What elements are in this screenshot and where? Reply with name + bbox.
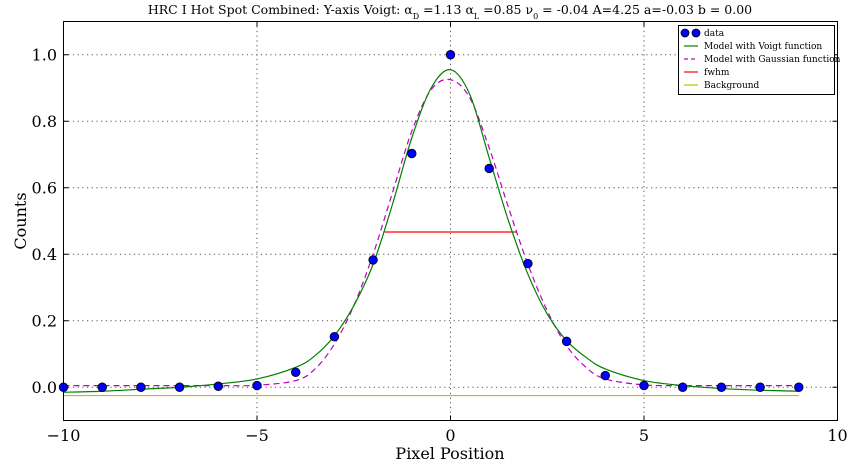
- y-tick-label: 0.2: [32, 311, 57, 330]
- series-model-with-voigt-function: [63, 69, 799, 393]
- x-tick-label: 10: [827, 426, 847, 445]
- data-point: [291, 367, 301, 377]
- data-point: [213, 381, 224, 391]
- x-tick-label: −10: [47, 426, 81, 445]
- data-point: [484, 163, 494, 174]
- legend-box: [678, 25, 835, 95]
- y-tick-label: 0.8: [32, 112, 57, 131]
- data-point: [445, 50, 456, 60]
- y-tick-label: 1.0: [32, 45, 57, 64]
- title-alpha-d-value: =1.13: [419, 2, 465, 17]
- legend-marker-data: [680, 28, 690, 38]
- x-tick-label: 5: [639, 426, 649, 445]
- legend-label-fwhm: fwhm: [704, 68, 730, 78]
- series-layer: [58, 50, 804, 397]
- title-alpha-l-value: =0.85: [479, 2, 525, 17]
- data-point: [678, 382, 688, 392]
- y-tick-label: 0.4: [32, 245, 57, 264]
- legend-marker-data: [691, 28, 701, 38]
- data-point: [329, 332, 340, 342]
- y-axis-label: Counts: [11, 192, 30, 249]
- data-point: [252, 380, 262, 391]
- legend-label-model-with-voigt-function: Model with Voigt function: [704, 42, 822, 52]
- legend-label-background: Background: [704, 81, 760, 91]
- x-tick-label: −5: [245, 426, 269, 445]
- data-point: [407, 148, 417, 159]
- legend-label-data: data: [704, 29, 725, 39]
- title-alpha-l-symbol: α: [465, 2, 474, 17]
- title-alpha-l-sub: L: [474, 12, 480, 21]
- title-nu0-sub: 0: [533, 12, 538, 21]
- data-point: [523, 258, 533, 269]
- data-point: [368, 255, 378, 265]
- title-alpha-d-sub: D: [413, 12, 419, 21]
- data-point: [716, 382, 727, 392]
- data-point: [136, 382, 146, 392]
- y-tick-label: 0.0: [32, 378, 57, 397]
- data-point: [755, 382, 765, 392]
- title-alpha-d-symbol: α: [404, 2, 413, 17]
- x-tick-label: 0: [445, 426, 455, 445]
- data-point: [639, 380, 649, 391]
- title-rest: = -0.04 A=4.25 a=-0.03 b = 0.00: [538, 2, 752, 17]
- data-point: [600, 370, 611, 381]
- chart-title: HRC I Hot Spot Combined: Y-axis Voigt: α…: [148, 2, 752, 21]
- data-point: [561, 336, 572, 347]
- ticks: −10 −5 0 5 10 0.0 0.2 0.4 0.6 0.8 1.0: [32, 21, 848, 445]
- x-axis-label: Pixel Position: [395, 444, 504, 463]
- legend: data Model with Voigt function Model with …: [678, 25, 841, 95]
- data-point: [794, 382, 804, 392]
- legend-label-model-with-gaussian-function: Model with Gaussian function: [704, 55, 841, 65]
- data-point: [174, 382, 185, 392]
- y-tick-label: 0.6: [32, 178, 57, 197]
- data-point: [97, 382, 107, 392]
- title-nu0-symbol: ν: [525, 2, 533, 17]
- title-prefix: HRC I Hot Spot Combined: Y-axis Voigt:: [148, 2, 404, 17]
- series-model-with-gaussian-function: [63, 78, 799, 387]
